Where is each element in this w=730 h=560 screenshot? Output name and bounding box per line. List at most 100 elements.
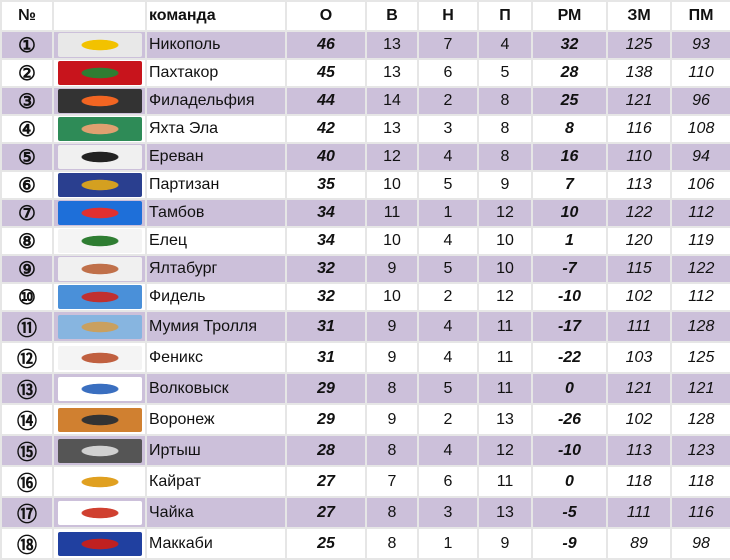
wins: 13 (365, 30, 419, 60)
goals-for: 121 (606, 372, 672, 405)
draws: 4 (417, 142, 479, 172)
draws: 1 (417, 198, 479, 228)
team-logo (52, 58, 147, 88)
wins: 8 (365, 372, 419, 405)
goal-difference: -10 (531, 282, 608, 312)
losses: 13 (477, 403, 533, 436)
points: 46 (285, 30, 367, 60)
points: 34 (285, 198, 367, 228)
goals-against: 94 (670, 142, 730, 172)
goals-against: 118 (670, 465, 730, 498)
goals-against: 93 (670, 30, 730, 60)
goal-difference: 7 (531, 170, 608, 200)
table-row: ⑨ Ялтабург 32 9 5 10 -7 115 122 (0, 254, 730, 284)
wins: 11 (365, 198, 419, 228)
table-row: ⑫ Феникс 31 9 4 11 -22 103 125 (0, 341, 730, 374)
draws: 1 (417, 527, 479, 560)
table-row: ① Никополь 46 13 7 4 32 125 93 (0, 30, 730, 60)
team-logo-image (57, 33, 142, 57)
position-badge: ⑤ (0, 142, 54, 172)
losses: 12 (477, 282, 533, 312)
table-row: ② Пахтакор 45 13 6 5 28 138 110 (0, 58, 730, 88)
goals-for: 116 (606, 114, 672, 144)
goal-difference: -26 (531, 403, 608, 436)
draws: 5 (417, 254, 479, 284)
goals-against: 122 (670, 254, 730, 284)
team-logo (52, 282, 147, 312)
wins: 9 (365, 310, 419, 343)
goals-for: 120 (606, 226, 672, 256)
team-logo-image (57, 314, 142, 339)
team-logo-image (57, 407, 142, 432)
table-row: ⑩ Фидель 32 10 2 12 -10 102 112 (0, 282, 730, 312)
team-logo-image (57, 89, 142, 113)
points: 27 (285, 465, 367, 498)
draws: 2 (417, 282, 479, 312)
team-logo-image (57, 500, 142, 525)
position-badge: ⑪ (0, 310, 54, 343)
table-row: ④ Яхта Эла 42 13 3 8 8 116 108 (0, 114, 730, 144)
goals-for: 89 (606, 527, 672, 560)
team-logo (52, 403, 147, 436)
losses: 12 (477, 198, 533, 228)
header-points: О (285, 0, 367, 32)
points: 29 (285, 403, 367, 436)
points: 35 (285, 170, 367, 200)
goals-against: 121 (670, 372, 730, 405)
wins: 12 (365, 142, 419, 172)
goal-difference: -17 (531, 310, 608, 343)
wins: 13 (365, 58, 419, 88)
table-row: ⑥ Партизан 35 10 5 9 7 113 106 (0, 170, 730, 200)
goals-for: 125 (606, 30, 672, 60)
table-row: ⑪ Мумия Тролля 31 9 4 11 -17 111 128 (0, 310, 730, 343)
losses: 11 (477, 465, 533, 498)
points: 42 (285, 114, 367, 144)
wins: 10 (365, 226, 419, 256)
team-name: Яхта Эла (145, 114, 287, 144)
team-logo (52, 254, 147, 284)
goals-against: 125 (670, 341, 730, 374)
wins: 8 (365, 434, 419, 467)
goals-against: 119 (670, 226, 730, 256)
team-logo (52, 496, 147, 529)
goal-difference: -9 (531, 527, 608, 560)
goal-difference: 0 (531, 465, 608, 498)
goals-for: 110 (606, 142, 672, 172)
table-row: ⑦ Тамбов 34 11 1 12 10 122 112 (0, 198, 730, 228)
team-name: Елец (145, 226, 287, 256)
losses: 5 (477, 58, 533, 88)
goal-difference: 32 (531, 30, 608, 60)
goal-difference: 0 (531, 372, 608, 405)
losses: 8 (477, 114, 533, 144)
goal-difference: -7 (531, 254, 608, 284)
team-logo-image (57, 345, 142, 370)
header-goals-for: ЗМ (606, 0, 672, 32)
team-logo (52, 372, 147, 405)
goals-against: 116 (670, 496, 730, 529)
position-badge: ① (0, 30, 54, 60)
table-row: ⑮ Иртыш 28 8 4 12 -10 113 123 (0, 434, 730, 467)
goal-difference: 16 (531, 142, 608, 172)
team-logo-image (57, 531, 142, 556)
table-row: ⑤ Ереван 40 12 4 8 16 110 94 (0, 142, 730, 172)
position-badge: ⑫ (0, 341, 54, 374)
losses: 13 (477, 496, 533, 529)
team-logo-image (57, 376, 142, 401)
goals-against: 96 (670, 86, 730, 116)
goals-for: 111 (606, 496, 672, 529)
goals-for: 115 (606, 254, 672, 284)
header-goals-against: ПМ (670, 0, 730, 32)
losses: 12 (477, 434, 533, 467)
draws: 3 (417, 496, 479, 529)
team-logo (52, 226, 147, 256)
position-badge: ⑱ (0, 527, 54, 560)
position-badge: ⑥ (0, 170, 54, 200)
losses: 11 (477, 341, 533, 374)
draws: 2 (417, 403, 479, 436)
table-row: ⑱ Маккаби 25 8 1 9 -9 89 98 (0, 527, 730, 560)
position-badge: ② (0, 58, 54, 88)
losses: 9 (477, 527, 533, 560)
team-name: Чайка (145, 496, 287, 529)
header-draws: Н (417, 0, 479, 32)
